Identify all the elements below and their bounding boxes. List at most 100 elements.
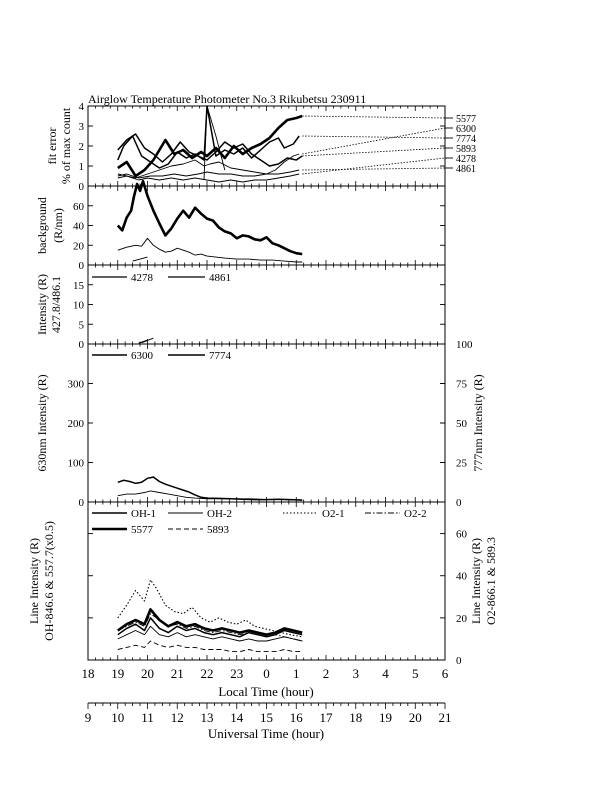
fit-error-legend-connector xyxy=(302,147,446,157)
local-time-tick-label: 23 xyxy=(230,666,243,681)
fit-error-series-5577 xyxy=(117,114,303,178)
background-ylabel: background xyxy=(35,197,49,254)
fit-error-ytick-label: 3 xyxy=(79,121,85,133)
fit-error-series-4861 xyxy=(117,169,300,179)
intensity-4278-ytick-label: 10 xyxy=(73,300,85,312)
intensity-630-frame xyxy=(87,343,446,503)
fit-error-legend-connector xyxy=(302,167,446,171)
intensity-630-series-6300 xyxy=(117,476,303,501)
universal-time-tick-label: 19 xyxy=(379,710,392,725)
fit-error-legend-label: 5893 xyxy=(456,144,476,155)
fit-error-ytick-label: 0 xyxy=(79,181,85,193)
background-ytick-label: 0 xyxy=(79,260,85,272)
universal-time-tick-label: 12 xyxy=(171,710,184,725)
fit-error-series-4278 xyxy=(117,173,300,183)
local-time-tick-label: 0 xyxy=(263,666,270,681)
fit-error-ylabel: % of max count xyxy=(59,107,73,184)
intensity-630-y2tick-label: 25 xyxy=(456,458,468,470)
local-time-tick-label: 3 xyxy=(353,666,360,681)
intensity-630-ytick-label: 300 xyxy=(68,379,85,391)
intensity-4278-ylabel: 427.8/486.1 xyxy=(49,276,63,333)
fit-error-series-5893 xyxy=(117,133,303,167)
local-time-label: Local Time (hour) xyxy=(218,684,313,699)
background-series-lower xyxy=(117,237,303,263)
fit-error-series-spike xyxy=(203,105,226,181)
intensity-4278-legend-label: 4861 xyxy=(209,272,231,284)
fit-error-ytick-label: 2 xyxy=(79,141,85,153)
line-intensity-y2label: Line Intensity (R) xyxy=(469,538,483,624)
universal-time-tick-label: 11 xyxy=(141,710,154,725)
fit-error-series-6300 xyxy=(117,153,300,179)
chart-title: Airglow Temperature Photometer No.3 Riku… xyxy=(88,92,366,106)
line-intensity-legend-label: 5577 xyxy=(131,524,154,536)
local-time-tick-label: 22 xyxy=(201,666,214,681)
background-ytick-label: 20 xyxy=(73,240,85,252)
universal-time-tick-label: 17 xyxy=(320,710,334,725)
intensity-4278-ytick-label: 15 xyxy=(73,280,85,292)
intensity-4278-ylabel: Intensity (R) xyxy=(35,274,49,335)
universal-time-tick-label: 18 xyxy=(349,710,362,725)
line-intensity-legend-label: O2-2 xyxy=(404,508,427,520)
line-intensity-legend-label: OH-1 xyxy=(131,508,156,520)
background-ylabel: (R/nm) xyxy=(51,208,65,243)
fit-error-ylabel: fit error xyxy=(45,128,59,165)
line-intensity-y2tick-label: 40 xyxy=(456,571,468,583)
universal-time-tick-label: 21 xyxy=(439,710,452,725)
line-intensity-series-5577 xyxy=(117,608,303,636)
universal-time-label: Universal Time (hour) xyxy=(208,726,324,741)
intensity-630-legend-label: 6300 xyxy=(131,350,154,362)
universal-time-tick-label: 20 xyxy=(409,710,422,725)
background-ytick-label: 60 xyxy=(73,201,85,213)
background-frame xyxy=(87,185,446,266)
local-time-tick-label: 20 xyxy=(141,666,154,681)
intensity-4278-legend-label: 4278 xyxy=(131,272,154,284)
line-intensity-y2tick-label: 60 xyxy=(456,529,468,541)
local-time-tick-label: 1 xyxy=(293,666,300,681)
line-intensity-y2tick-label: 20 xyxy=(456,613,468,625)
fit-error-legend-label: 4861 xyxy=(456,164,476,175)
local-time-tick-label: 21 xyxy=(171,666,184,681)
universal-time-tick-label: 15 xyxy=(260,710,273,725)
local-time-tick-label: 19 xyxy=(111,666,124,681)
background-series-upper xyxy=(116,179,303,256)
local-time-tick-label: 5 xyxy=(412,666,419,681)
intensity-4278-ytick-label: 0 xyxy=(79,339,85,351)
line-intensity-y2label: O2-866.1 & 589.3 xyxy=(484,537,498,625)
background-series-dash xyxy=(132,256,148,262)
intensity-630-ytick-label: 100 xyxy=(68,458,85,470)
intensity-630-ytick-label: 0 xyxy=(79,497,85,509)
fit-error-legend-label: 6300 xyxy=(456,124,476,135)
universal-time-tick-label: 16 xyxy=(290,710,304,725)
fit-error-legend-label: 5577 xyxy=(456,114,476,125)
intensity-630-y2tick-label: 50 xyxy=(456,418,468,430)
line-intensity-series-oh-2 xyxy=(117,625,303,642)
local-time-tick-label: 2 xyxy=(323,666,330,681)
universal-time-tick-label: 14 xyxy=(230,710,244,725)
line-intensity-legend-label: 5893 xyxy=(207,524,230,536)
line-intensity-legend-label: O2-1 xyxy=(322,508,345,520)
fit-error-legend-connector xyxy=(302,115,446,119)
universal-time-tick-label: 13 xyxy=(201,710,214,725)
intensity-630-y2tick-label: 75 xyxy=(456,379,468,391)
intensity-4278-ytick-label: 5 xyxy=(79,319,85,331)
intensity-4278-series-4861 xyxy=(141,337,154,344)
intensity-630-y2tick-label: 100 xyxy=(456,339,473,351)
line-intensity-series-oh-1 xyxy=(117,617,303,638)
fit-error-ytick-label: 1 xyxy=(79,161,85,173)
background-ytick-label: 40 xyxy=(73,221,85,233)
intensity-630-ytick-label: 200 xyxy=(68,418,85,430)
fit-error-legend-connector xyxy=(302,127,446,155)
local-time-tick-label: 4 xyxy=(382,666,389,681)
line-intensity-series-o2-1 xyxy=(117,579,303,638)
universal-time-tick-label: 9 xyxy=(85,710,92,725)
intensity-630-legend-label: 7774 xyxy=(209,350,232,362)
universal-time-tick-label: 10 xyxy=(111,710,124,725)
fit-error-ytick-label: 4 xyxy=(79,101,85,113)
line-intensity-ylabel: Line Intensity (R) xyxy=(27,538,41,624)
local-time-tick-label: 6 xyxy=(442,666,449,681)
local-time-tick-label: 18 xyxy=(82,666,95,681)
line-intensity-legend-label: OH-2 xyxy=(207,508,232,520)
line-intensity-series-5893 xyxy=(117,640,303,653)
